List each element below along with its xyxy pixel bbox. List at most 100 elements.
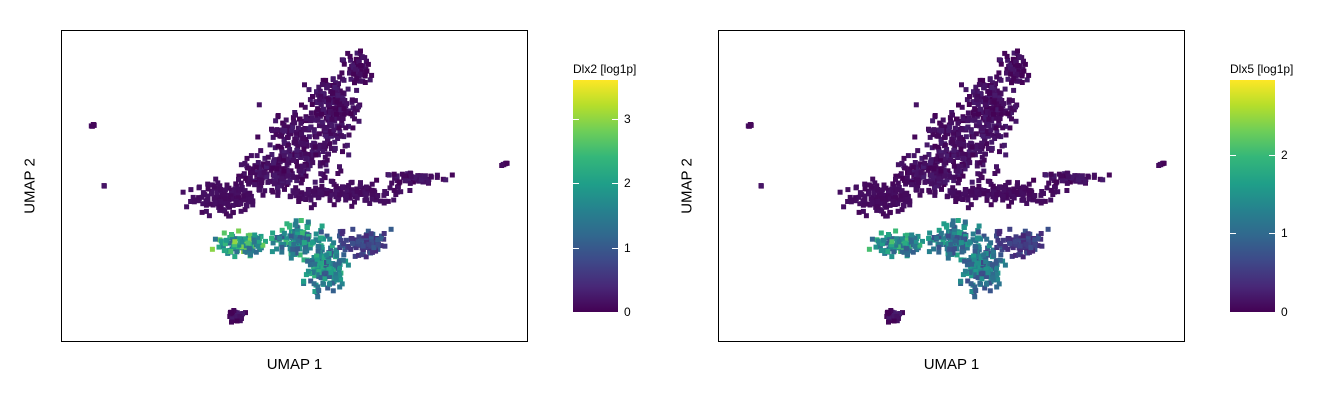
cell-point xyxy=(1005,111,1011,117)
cell-point xyxy=(908,236,914,241)
cell-point xyxy=(964,245,970,251)
cell-point xyxy=(305,166,311,172)
cell-point xyxy=(180,189,186,195)
cell-point xyxy=(969,179,975,185)
cell-point xyxy=(271,181,277,187)
cell-point xyxy=(238,208,244,214)
colorbar-tick xyxy=(573,312,579,313)
cell-point xyxy=(979,276,985,282)
cell-point xyxy=(887,209,893,215)
cell-point xyxy=(1035,243,1041,249)
cell-point xyxy=(1045,226,1051,232)
cell-point xyxy=(332,145,338,151)
cell-point xyxy=(965,262,971,267)
cell-point xyxy=(1000,125,1006,131)
cell-point xyxy=(308,262,314,267)
cell-point xyxy=(286,149,292,155)
cell-point xyxy=(291,242,297,247)
cell-point xyxy=(328,178,334,184)
cell-point xyxy=(377,236,383,241)
cell-point xyxy=(747,122,753,127)
cell-point xyxy=(962,189,968,195)
cell-point xyxy=(875,187,880,192)
cell-point xyxy=(363,184,369,190)
cell-point xyxy=(1019,80,1025,85)
cell-point xyxy=(317,88,323,94)
cell-point xyxy=(873,244,879,250)
cell-point xyxy=(968,281,974,287)
cell-point xyxy=(976,192,982,198)
cell-point xyxy=(1016,190,1022,196)
cell-point xyxy=(356,118,362,124)
cell-point xyxy=(220,244,226,250)
cell-point xyxy=(275,143,281,149)
cell-point xyxy=(317,97,323,103)
cell-point xyxy=(324,233,330,239)
cell-point xyxy=(239,244,245,249)
cell-point xyxy=(1011,107,1017,113)
cell-point xyxy=(1002,50,1008,56)
cell-point xyxy=(1161,160,1167,166)
cell-point xyxy=(274,168,280,174)
cell-point xyxy=(1005,246,1011,252)
cell-point xyxy=(981,168,987,174)
cell-point xyxy=(919,188,925,194)
cell-point xyxy=(1013,59,1019,65)
cell-point xyxy=(333,187,339,193)
cell-point xyxy=(285,160,291,166)
cell-point xyxy=(350,226,356,232)
cell-point xyxy=(338,277,344,283)
cell-point xyxy=(244,155,250,161)
cell-point xyxy=(350,125,356,131)
cell-point xyxy=(281,230,287,236)
cell-point xyxy=(277,168,283,174)
cell-point xyxy=(899,160,905,166)
cell-point xyxy=(304,139,309,145)
cell-point xyxy=(891,310,897,316)
plot-area xyxy=(61,30,528,342)
cell-point xyxy=(326,259,332,265)
cell-point xyxy=(315,187,321,193)
cell-point xyxy=(313,237,319,243)
cell-point xyxy=(352,98,358,104)
cell-point xyxy=(902,196,908,202)
cell-point xyxy=(988,94,994,100)
cell-point xyxy=(906,170,912,176)
cell-point xyxy=(1022,61,1028,67)
cell-point xyxy=(905,153,911,159)
cell-point xyxy=(998,61,1004,67)
cell-point xyxy=(218,187,223,192)
cell-point xyxy=(282,128,288,133)
plot-area xyxy=(718,30,1185,342)
cell-point xyxy=(1004,53,1010,59)
cell-point xyxy=(398,189,404,195)
cell-point xyxy=(242,188,248,194)
cell-point xyxy=(298,131,304,137)
cell-point xyxy=(884,204,889,210)
cell-point xyxy=(312,261,317,267)
cell-point xyxy=(945,131,951,137)
cell-point xyxy=(331,94,337,100)
cell-point xyxy=(221,230,227,236)
cell-point xyxy=(372,194,378,200)
cell-point xyxy=(391,171,397,177)
cell-point xyxy=(958,163,964,169)
cell-point xyxy=(845,187,851,193)
cell-point xyxy=(879,241,885,247)
cell-point xyxy=(1021,68,1027,74)
cell-point xyxy=(912,134,918,140)
cell-point xyxy=(1003,132,1009,138)
cell-point xyxy=(281,153,287,159)
cell-point xyxy=(1011,64,1017,70)
cell-point xyxy=(324,168,330,174)
cell-point xyxy=(242,236,248,242)
cell-point xyxy=(989,132,995,138)
cell-point xyxy=(273,118,279,124)
cell-point xyxy=(951,163,957,169)
cell-point xyxy=(935,153,941,159)
cell-point xyxy=(319,192,325,198)
cell-point xyxy=(364,58,369,64)
colorbar-tick xyxy=(573,183,579,185)
cell-point xyxy=(309,240,315,246)
cell-point xyxy=(337,233,342,239)
